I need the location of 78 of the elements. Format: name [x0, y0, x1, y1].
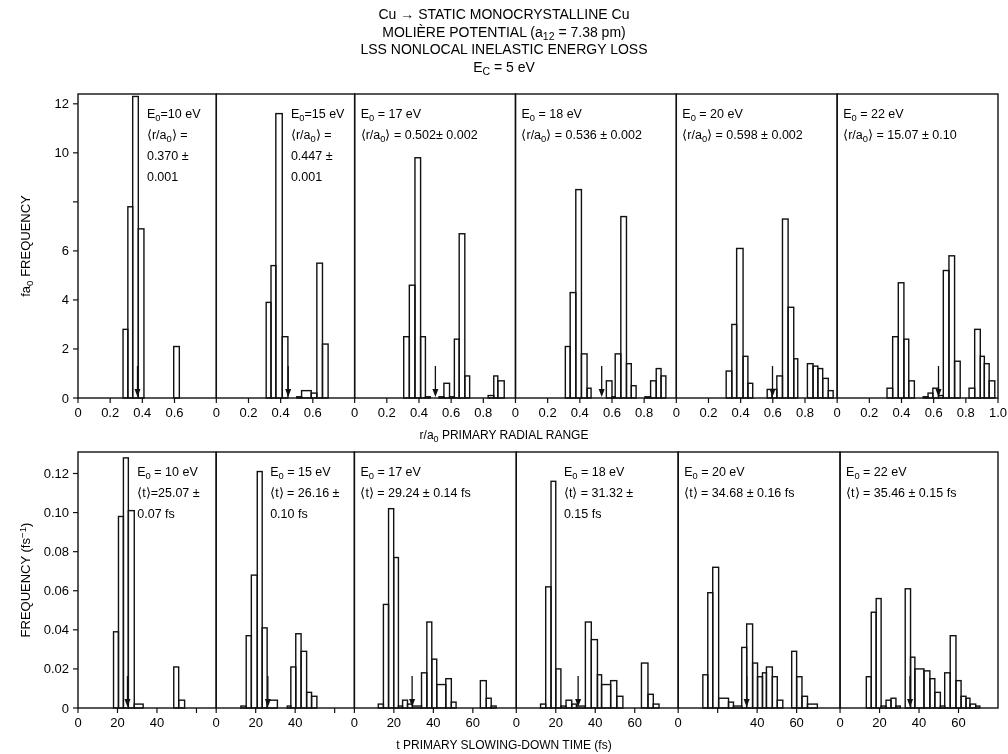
annotation: E$_{0}$ = 18 eV ⟨t⟩ = 31.32 ± 0.15 fs [563, 465, 634, 521]
x-tick-label: 40 [911, 715, 927, 730]
x-tick-label: 0.6 [602, 405, 622, 420]
x-tick-label: 20 [548, 715, 563, 730]
x-tick-label: 0 [350, 715, 359, 730]
x-tick-label: 0 [512, 715, 520, 730]
annotation: E$_{0}$ = 20 eV ⟨r/a$_{0}$⟩ = 0.598 ± 0.002 [682, 107, 803, 144]
annotation: E$_{0}$ = 22 eV ⟨r/a$_{0}$⟩ = 15.07 ± 0.10 [843, 107, 957, 144]
annotation: E$_{0}$=15 eV ⟨r/a$_{0}$⟩ = 0.447 ± 0.001 [290, 107, 346, 184]
y-tick-label: 0.04 [43, 622, 69, 638]
x-tick-label: 0 [511, 405, 520, 420]
x-tick-label: 0 [672, 405, 680, 420]
y-tick-label: 10 [54, 145, 69, 161]
chart-title: Cu → STATIC MONOCRYSTALLINE Cu MOLIÈRE POTENTIAL (a$_{12}$ = 7.38 pm) LSS NONLOCAL INELASTIC ENERGY LOSS E$_{C}$ = 5 eV [360, 6, 648, 77]
y-tick-label: 0 [61, 390, 69, 406]
x-tick-label: 40 [749, 715, 765, 730]
x-tick-label: 0.4 [409, 405, 429, 420]
x-tick-label: 20 [248, 715, 263, 730]
x-tick-label: 20 [872, 715, 887, 730]
y-tick-label: 0 [61, 700, 69, 716]
x-tick-label: 0.2 [538, 405, 557, 420]
annotation: E$_{0}$ = 18 eV ⟨r/a$_{0}$⟩ = 0.536 ± 0.002 [521, 107, 642, 144]
x-tick-label: 40 [588, 715, 603, 730]
x-tick-label: 0 [351, 405, 359, 420]
x-tick-label: 40 [426, 715, 441, 730]
x-tick-label: 60 [789, 715, 804, 730]
x-tick-label: 0.6 [442, 405, 461, 420]
x-tick-label: 0.6 [763, 405, 782, 420]
x-tick-label: 0 [674, 715, 682, 730]
x-tick-label: 0.8 [795, 405, 815, 420]
x-tick-label: 0.4 [271, 405, 290, 420]
x-tick-label: 40 [149, 715, 165, 730]
x-axis-title: t PRIMARY SLOWING-DOWN TIME (fs) [396, 738, 612, 752]
x-tick-label: 1.0 [988, 405, 1008, 420]
x-tick-label: 0 [74, 405, 82, 420]
x-tick-label: 0.2 [239, 405, 258, 420]
x-tick-label: 0 [833, 405, 841, 420]
y-tick-label: 0.08 [43, 544, 69, 560]
x-tick-label: 0 [836, 715, 844, 730]
x-tick-label: 60 [465, 715, 481, 730]
x-tick-label: 0.8 [956, 405, 975, 420]
annotation: E$_{0}$ = 22 eV ⟨t⟩ = 35.46 ± 0.15 fs [846, 465, 957, 500]
x-tick-label: 0.4 [570, 405, 589, 420]
x-tick-label: 60 [627, 715, 642, 730]
annotation: E$_{0}$ = 17 eV ⟨r/a$_{0}$⟩ = 0.502± 0.002 [360, 107, 478, 144]
y-tick-label: 4 [61, 292, 69, 308]
x-tick-label: 0.4 [133, 405, 152, 420]
x-tick-label: 0.6 [165, 405, 184, 420]
y-tick-label: 0.10 [43, 505, 69, 521]
annotation: E$_{0}$ = 10 eV ⟨t⟩=25.07 ± 0.07 fs [137, 465, 200, 521]
x-tick-label: 0.2 [860, 405, 879, 420]
x-axis-title: r/a$_{0}$ PRIMARY RADIAL RANGE [419, 428, 589, 444]
y-tick-label: 0.02 [43, 661, 69, 677]
annotation: E$_{0}$ = 15 eV ⟨t⟩ = 26.16 ± 0.10 fs [270, 465, 340, 521]
x-tick-label: 0.6 [924, 405, 943, 420]
x-tick-label: 20 [110, 715, 125, 730]
y-tick-label: 0.06 [43, 583, 69, 599]
x-tick-label: 0.4 [892, 405, 911, 420]
x-tick-label: 0.2 [101, 405, 120, 420]
x-tick-label: 20 [386, 715, 402, 730]
y-tick-label: 6 [61, 243, 69, 259]
annotation: E$_{0}$=10 eV ⟨r/a$_{0}$⟩ = 0.370 ± 0.001 [146, 107, 202, 184]
x-tick-label: 0.6 [303, 405, 322, 420]
x-tick-label: 60 [951, 715, 966, 730]
x-tick-label: 0.8 [474, 405, 493, 420]
x-tick-label: 0 [212, 405, 220, 420]
x-tick-label: 0.2 [377, 405, 396, 420]
x-tick-label: 40 [287, 715, 303, 730]
x-tick-label: 0 [74, 715, 82, 730]
x-tick-label: 0.4 [731, 405, 750, 420]
annotation: E$_{0}$ = 17 eV ⟨t⟩ = 29.24 ± 0.14 fs [360, 465, 471, 500]
x-tick-label: 0.8 [635, 405, 654, 420]
annotation: E$_{0}$ = 20 eV ⟨t⟩ = 34.68 ± 0.16 fs [684, 465, 795, 500]
y-tick-label: 12 [54, 96, 69, 112]
x-tick-label: 0 [212, 715, 220, 730]
y-tick-label: 2 [61, 341, 69, 357]
x-tick-label: 0.2 [699, 405, 718, 420]
y-tick-label: 0.12 [43, 466, 69, 481]
